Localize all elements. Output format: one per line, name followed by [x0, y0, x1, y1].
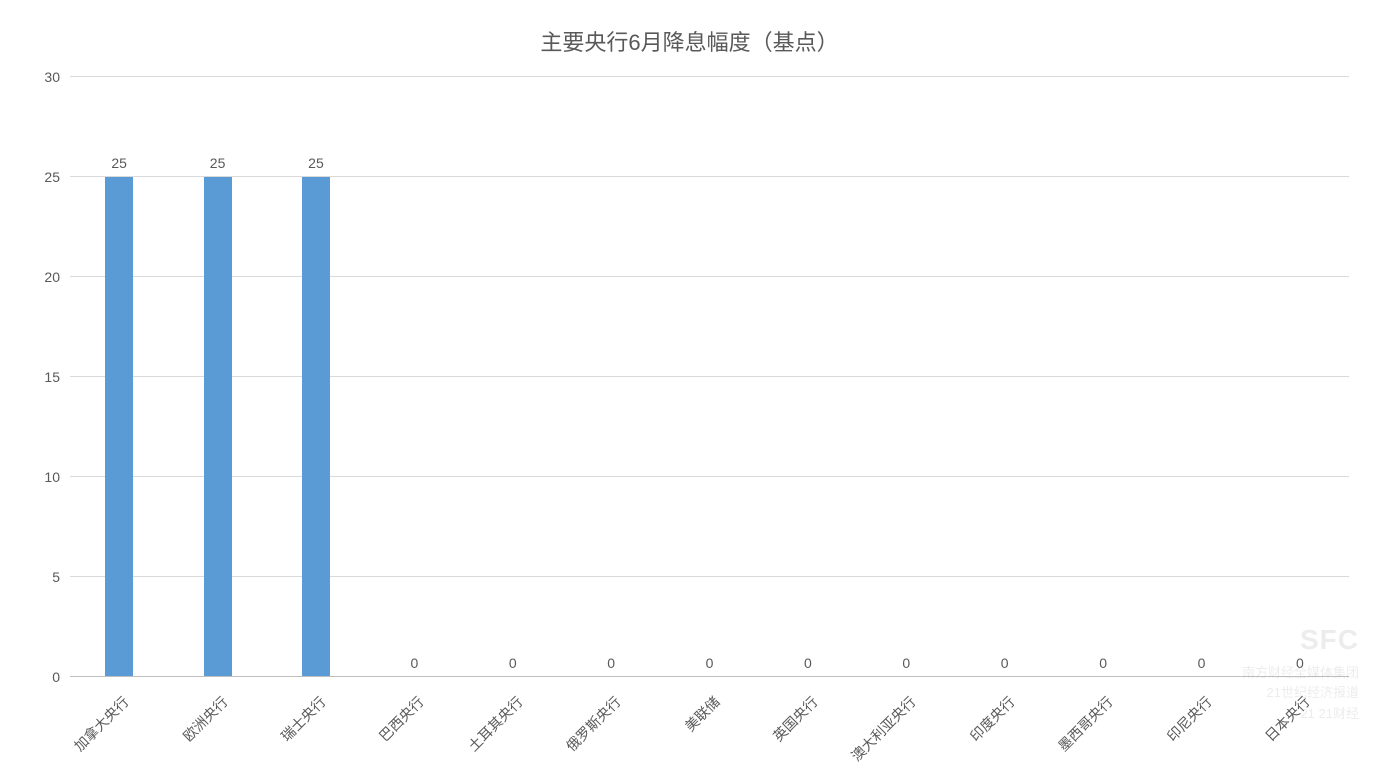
chart-container: 主要央行6月降息幅度（基点） 0 5 10 15 20 25 30 25 25 25 0 0 0 0 0 0…	[0, 0, 1379, 775]
bar-group: 0	[1152, 77, 1250, 677]
bar-data-label: 0	[804, 655, 812, 671]
x-tick-label: 欧洲央行	[178, 692, 232, 746]
bar-group: 0	[1251, 77, 1349, 677]
x-tick-label: 俄罗斯央行	[562, 692, 626, 756]
bar-data-label: 0	[410, 655, 418, 671]
y-tick-label: 0	[52, 669, 60, 685]
bar-group: 25	[267, 77, 365, 677]
bar-data-label: 0	[509, 655, 517, 671]
y-tick-label: 20	[44, 269, 60, 285]
bar-group: 0	[857, 77, 955, 677]
y-tick-label: 30	[44, 69, 60, 85]
bar-data-label: 25	[111, 155, 127, 171]
bar-data-label: 0	[1099, 655, 1107, 671]
bar-group: 0	[759, 77, 857, 677]
x-tick-label: 土耳其央行	[463, 692, 527, 756]
bar-data-label: 0	[902, 655, 910, 671]
x-tick-label: 美联储	[680, 692, 724, 736]
bar-data-label: 0	[1296, 655, 1304, 671]
bar-group: 0	[956, 77, 1054, 677]
x-tick-label: 巴西央行	[375, 692, 429, 746]
bar	[302, 177, 330, 677]
bars-container: 25 25 25 0 0 0 0 0 0 0 0 0 0	[70, 77, 1349, 677]
baseline	[70, 676, 1349, 677]
x-tick-label: 澳大利亚央行	[847, 692, 921, 766]
bar-group: 0	[464, 77, 562, 677]
bar-data-label: 25	[308, 155, 324, 171]
bar-group: 25	[70, 77, 168, 677]
plot-area: 051015202530 2525250000000000 加拿大央行欧洲央行瑞…	[70, 77, 1349, 677]
bar-group: 0	[1054, 77, 1152, 677]
bar-group: 0	[562, 77, 660, 677]
y-tick-label: 5	[52, 569, 60, 585]
y-tick-label: 10	[44, 469, 60, 485]
bar-data-label: 25	[210, 155, 226, 171]
x-tick-label: 日本央行	[1260, 692, 1314, 746]
bar-data-label: 0	[706, 655, 714, 671]
chart-title: 主要央行6月降息幅度（基点）	[30, 25, 1349, 57]
x-tick-label: 加拿大央行	[70, 692, 134, 756]
bar-data-label: 0	[1198, 655, 1206, 671]
x-tick-label: 墨西哥央行	[1054, 692, 1118, 756]
y-axis: 051015202530	[30, 77, 70, 677]
bar	[105, 177, 133, 677]
bar-group: 0	[660, 77, 758, 677]
bar	[204, 177, 232, 677]
bar-group: 25	[168, 77, 266, 677]
y-tick-label: 15	[44, 369, 60, 385]
x-tick-label: 印度央行	[965, 692, 1019, 746]
y-tick-label: 25	[44, 169, 60, 185]
bar-data-label: 0	[607, 655, 615, 671]
bar-group: 0	[365, 77, 463, 677]
x-tick-label: 印尼央行	[1162, 692, 1216, 746]
x-tick-label: 英国央行	[768, 692, 822, 746]
x-tick-label: 瑞士央行	[276, 692, 330, 746]
bar-data-label: 0	[1001, 655, 1009, 671]
